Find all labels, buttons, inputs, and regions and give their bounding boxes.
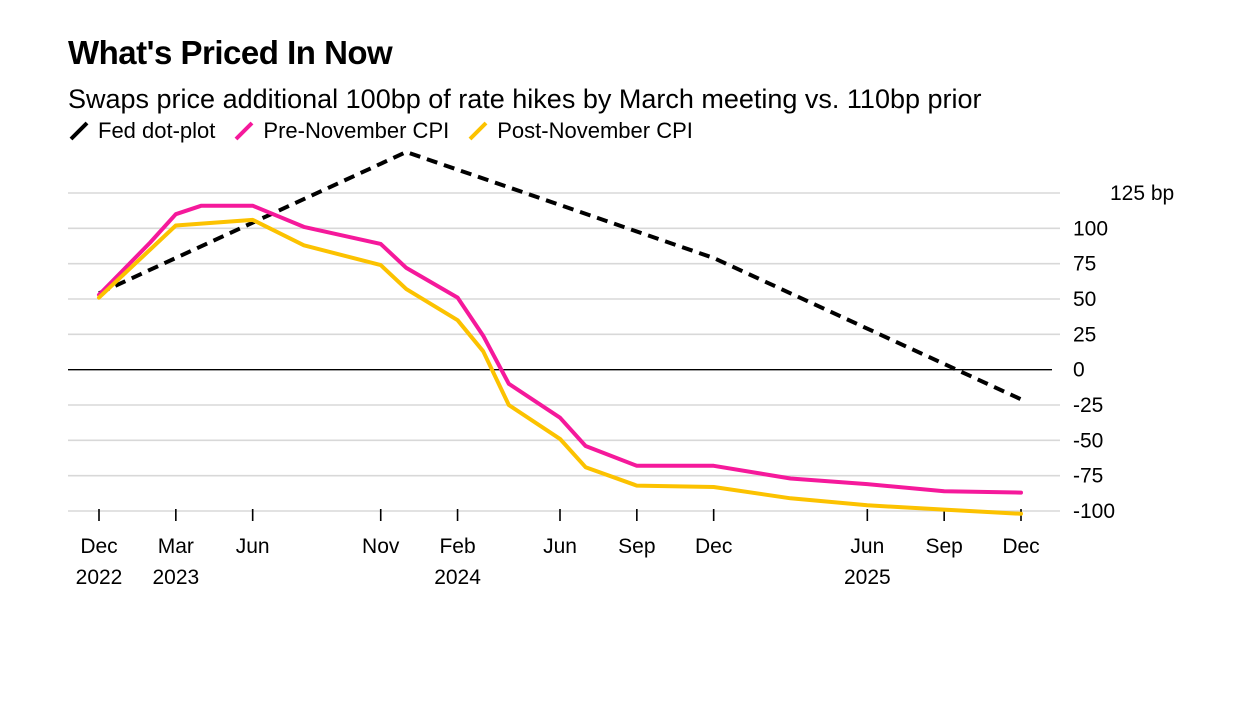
x-tick-year-2024: 2024 [434,566,481,589]
series-lines [97,150,1023,516]
legend-item-post-november-cpi: Post-November CPI [467,118,693,144]
y-tick-label-50: -50 [1073,429,1103,452]
y-tick-label-100: -100 [1073,500,1115,523]
legend-item-fed-dot-plot: Fed dot-plot [68,118,215,144]
y-tick-label-25: -25 [1073,394,1103,417]
x-tick-label-dec-0: Dec [80,535,117,558]
x-tick-label-dec-10: Dec [1002,535,1039,558]
chart-subtitle: Swaps price additional 100bp of rate hik… [68,84,982,114]
y-tick-label-0: 0 [1073,359,1085,382]
y-tick-label-25: 25 [1073,323,1096,346]
y-tick-label-50: 50 [1073,288,1096,311]
y-tick-label-100: 100 [1073,217,1108,240]
legend-item-pre-november-cpi: Pre-November CPI [233,118,449,144]
series-line-pre-november-cpi [97,203,1023,495]
x-tick-year-2023: 2023 [152,566,199,589]
series-line-post-november-cpi [97,217,1023,516]
x-tick-label-jun-8: Jun [850,535,884,558]
y-tick-label-125: 125 bp [1110,182,1174,205]
x-tick-label-dec-7: Dec [695,535,732,558]
x-tick-year-2022: 2022 [76,566,123,589]
legend-swatch-pre-november-cpi [234,121,254,141]
x-tick-year-2025: 2025 [844,566,891,589]
legend-label-pre-november-cpi: Pre-November CPI [263,118,450,143]
x-tick-label-nov-3: Nov [362,535,400,558]
chart-title: What's Priced In Now [68,34,393,71]
y-tick-label-75: 75 [1073,253,1096,276]
legend-label-fed-dot-plot: Fed dot-plot [98,118,216,143]
legend-swatch-fed-dot-plot [69,121,89,141]
y-tick-label-75: -75 [1073,465,1103,488]
x-axis-ticks: Dec 2022 Mar 2023 Jun Nov Feb 2024 Jun Sep Dec Jun 2… [76,509,1040,589]
legend-label-post-november-cpi: Post-November CPI [497,118,693,143]
gridlines [68,192,1060,512]
series-line-fed-dot-plot [98,150,1022,402]
x-tick-label-sep-6: Sep [618,535,655,558]
x-tick-label-jun-5: Jun [543,535,577,558]
x-tick-label-feb-4: Feb [439,535,475,558]
x-tick-label-sep-9: Sep [925,535,962,558]
legend-swatch-post-november-cpi [468,121,488,141]
x-tick-label-mar-1: Mar [158,535,194,558]
x-tick-label-jun-2: Jun [236,535,270,558]
legend: Fed dot-plot Pre-November CPI Post-Novem… [68,118,711,144]
